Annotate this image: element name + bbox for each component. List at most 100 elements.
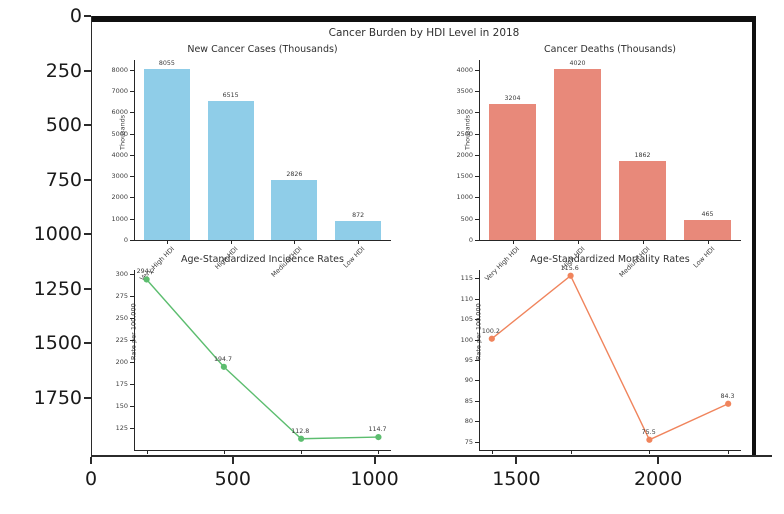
y-tick-label: 150 (115, 402, 128, 411)
y-tick-label: 250 (115, 314, 128, 323)
bar-value-label: 1862 (634, 151, 651, 159)
y-tick-mark (130, 384, 134, 386)
outer-y-tick-label: 1750 (33, 387, 82, 409)
data-point (143, 276, 150, 283)
y-tick-label: 110 (460, 294, 473, 303)
y-axis-spine (134, 60, 136, 241)
y-tick-mark (475, 154, 479, 156)
outer-y-tick-label: 250 (45, 59, 82, 82)
point-value-label: 114.7 (368, 426, 387, 434)
subplot-title: Age-Standardized Incidence Rates (181, 254, 344, 265)
y-tick-label: 175 (115, 380, 128, 389)
y-tick-label: 200 (115, 358, 128, 367)
data-point (646, 436, 653, 443)
outer-y-tick-mark (84, 342, 91, 345)
y-tick-mark (130, 176, 134, 178)
bar-value-label: 2826 (286, 170, 303, 178)
x-tick-mark (649, 450, 651, 454)
y-tick-mark (130, 296, 134, 298)
bar-value-label: 4020 (569, 59, 586, 67)
x-tick-mark (378, 450, 380, 454)
outer-y-tick-label: 750 (45, 168, 82, 191)
y-tick-label: 115 (460, 274, 473, 283)
y-axis-spine (479, 270, 481, 451)
x-tick-mark (728, 450, 730, 454)
x-tick-mark (166, 240, 168, 244)
x-tick-mark (358, 240, 360, 244)
y-tick-mark (475, 360, 479, 361)
data-point (375, 433, 382, 441)
bar (619, 160, 666, 240)
point-value-label: 112.8 (291, 427, 310, 435)
point-value-label: 194.7 (213, 355, 232, 363)
x-axis-spine (479, 450, 741, 452)
outer-y-tick-label: 1000 (33, 223, 82, 246)
bar-value-label: 465 (701, 211, 714, 219)
y-tick-mark (475, 339, 479, 341)
y-tick-label: 95 (464, 356, 473, 364)
y-tick-label: 0 (123, 236, 128, 244)
y-tick-mark (130, 69, 134, 71)
bar (554, 68, 601, 240)
y-tick-mark (475, 69, 479, 71)
y-tick-mark (130, 340, 134, 342)
y-tick-label: 4000 (111, 150, 128, 159)
x-tick-label-text: Low HDI (342, 245, 367, 270)
outer-x-tick-mark (657, 457, 660, 464)
outer-y-tick-mark (84, 15, 91, 17)
y-tick-label: 225 (115, 336, 128, 345)
y-tick-label: 4000 (456, 65, 473, 74)
y-tick-label: 6000 (111, 108, 128, 117)
y-tick-mark (130, 274, 134, 276)
outer-y-tick-mark (84, 124, 91, 127)
y-tick-label: 2000 (111, 193, 128, 202)
outer-y-tick-mark (84, 397, 91, 399)
y-tick-label: 2000 (456, 150, 473, 159)
outer-y-tick-label: 500 (45, 114, 82, 137)
bar-value-label: 872 (352, 212, 365, 220)
x-tick-mark (512, 240, 514, 244)
line-series (488, 272, 732, 443)
x-tick-mark (301, 450, 303, 454)
line-series (143, 276, 382, 442)
y-tick-mark (475, 298, 479, 300)
outer-x-tick-mark (90, 457, 92, 464)
bar (684, 220, 731, 240)
y-tick-label: 0 (468, 236, 473, 244)
y-tick-mark (130, 362, 134, 364)
y-tick-label: 500 (460, 214, 473, 223)
outer-y-tick-mark (84, 233, 91, 236)
series-line (146, 279, 379, 440)
y-tick-mark (475, 400, 479, 402)
data-point (298, 435, 305, 442)
x-axis-spine (134, 240, 391, 242)
outer-y-tick-label: 0 (69, 5, 82, 27)
x-tick-mark (146, 450, 148, 454)
y-tick-label: 1500 (456, 172, 473, 181)
subplot-title: New Cancer Cases (Thousands) (187, 44, 338, 55)
y-tick-label: 100 (460, 335, 473, 344)
outer-x-tick-label: 0 (84, 468, 98, 490)
bar (489, 103, 536, 240)
data-point (567, 272, 574, 279)
y-tick-label: 3500 (456, 87, 473, 96)
y-tick-mark (130, 112, 134, 114)
y-tick-label: 85 (464, 396, 473, 405)
outer-x-axis-spine (91, 455, 772, 457)
figure-suptitle: Cancer Burden by HDI Level in 2018 (328, 27, 520, 39)
y-tick-mark (475, 197, 479, 199)
outer-x-tick-mark (231, 457, 234, 464)
image-top-border (92, 16, 756, 22)
y-tick-label: 275 (115, 292, 128, 301)
x-tick-mark (223, 450, 225, 454)
outer-y-tick-label: 1250 (33, 277, 82, 300)
y-tick-mark (130, 218, 134, 220)
data-point (488, 335, 495, 342)
x-tick-mark (570, 450, 572, 454)
y-tick-label: 3000 (456, 108, 473, 117)
outer-x-tick-label: 1000 (350, 468, 399, 490)
outer-y-tick-label: 1500 (33, 332, 82, 355)
y-tick-label: 90 (464, 376, 473, 385)
y-tick-mark (475, 421, 479, 423)
x-tick-mark (294, 240, 296, 244)
